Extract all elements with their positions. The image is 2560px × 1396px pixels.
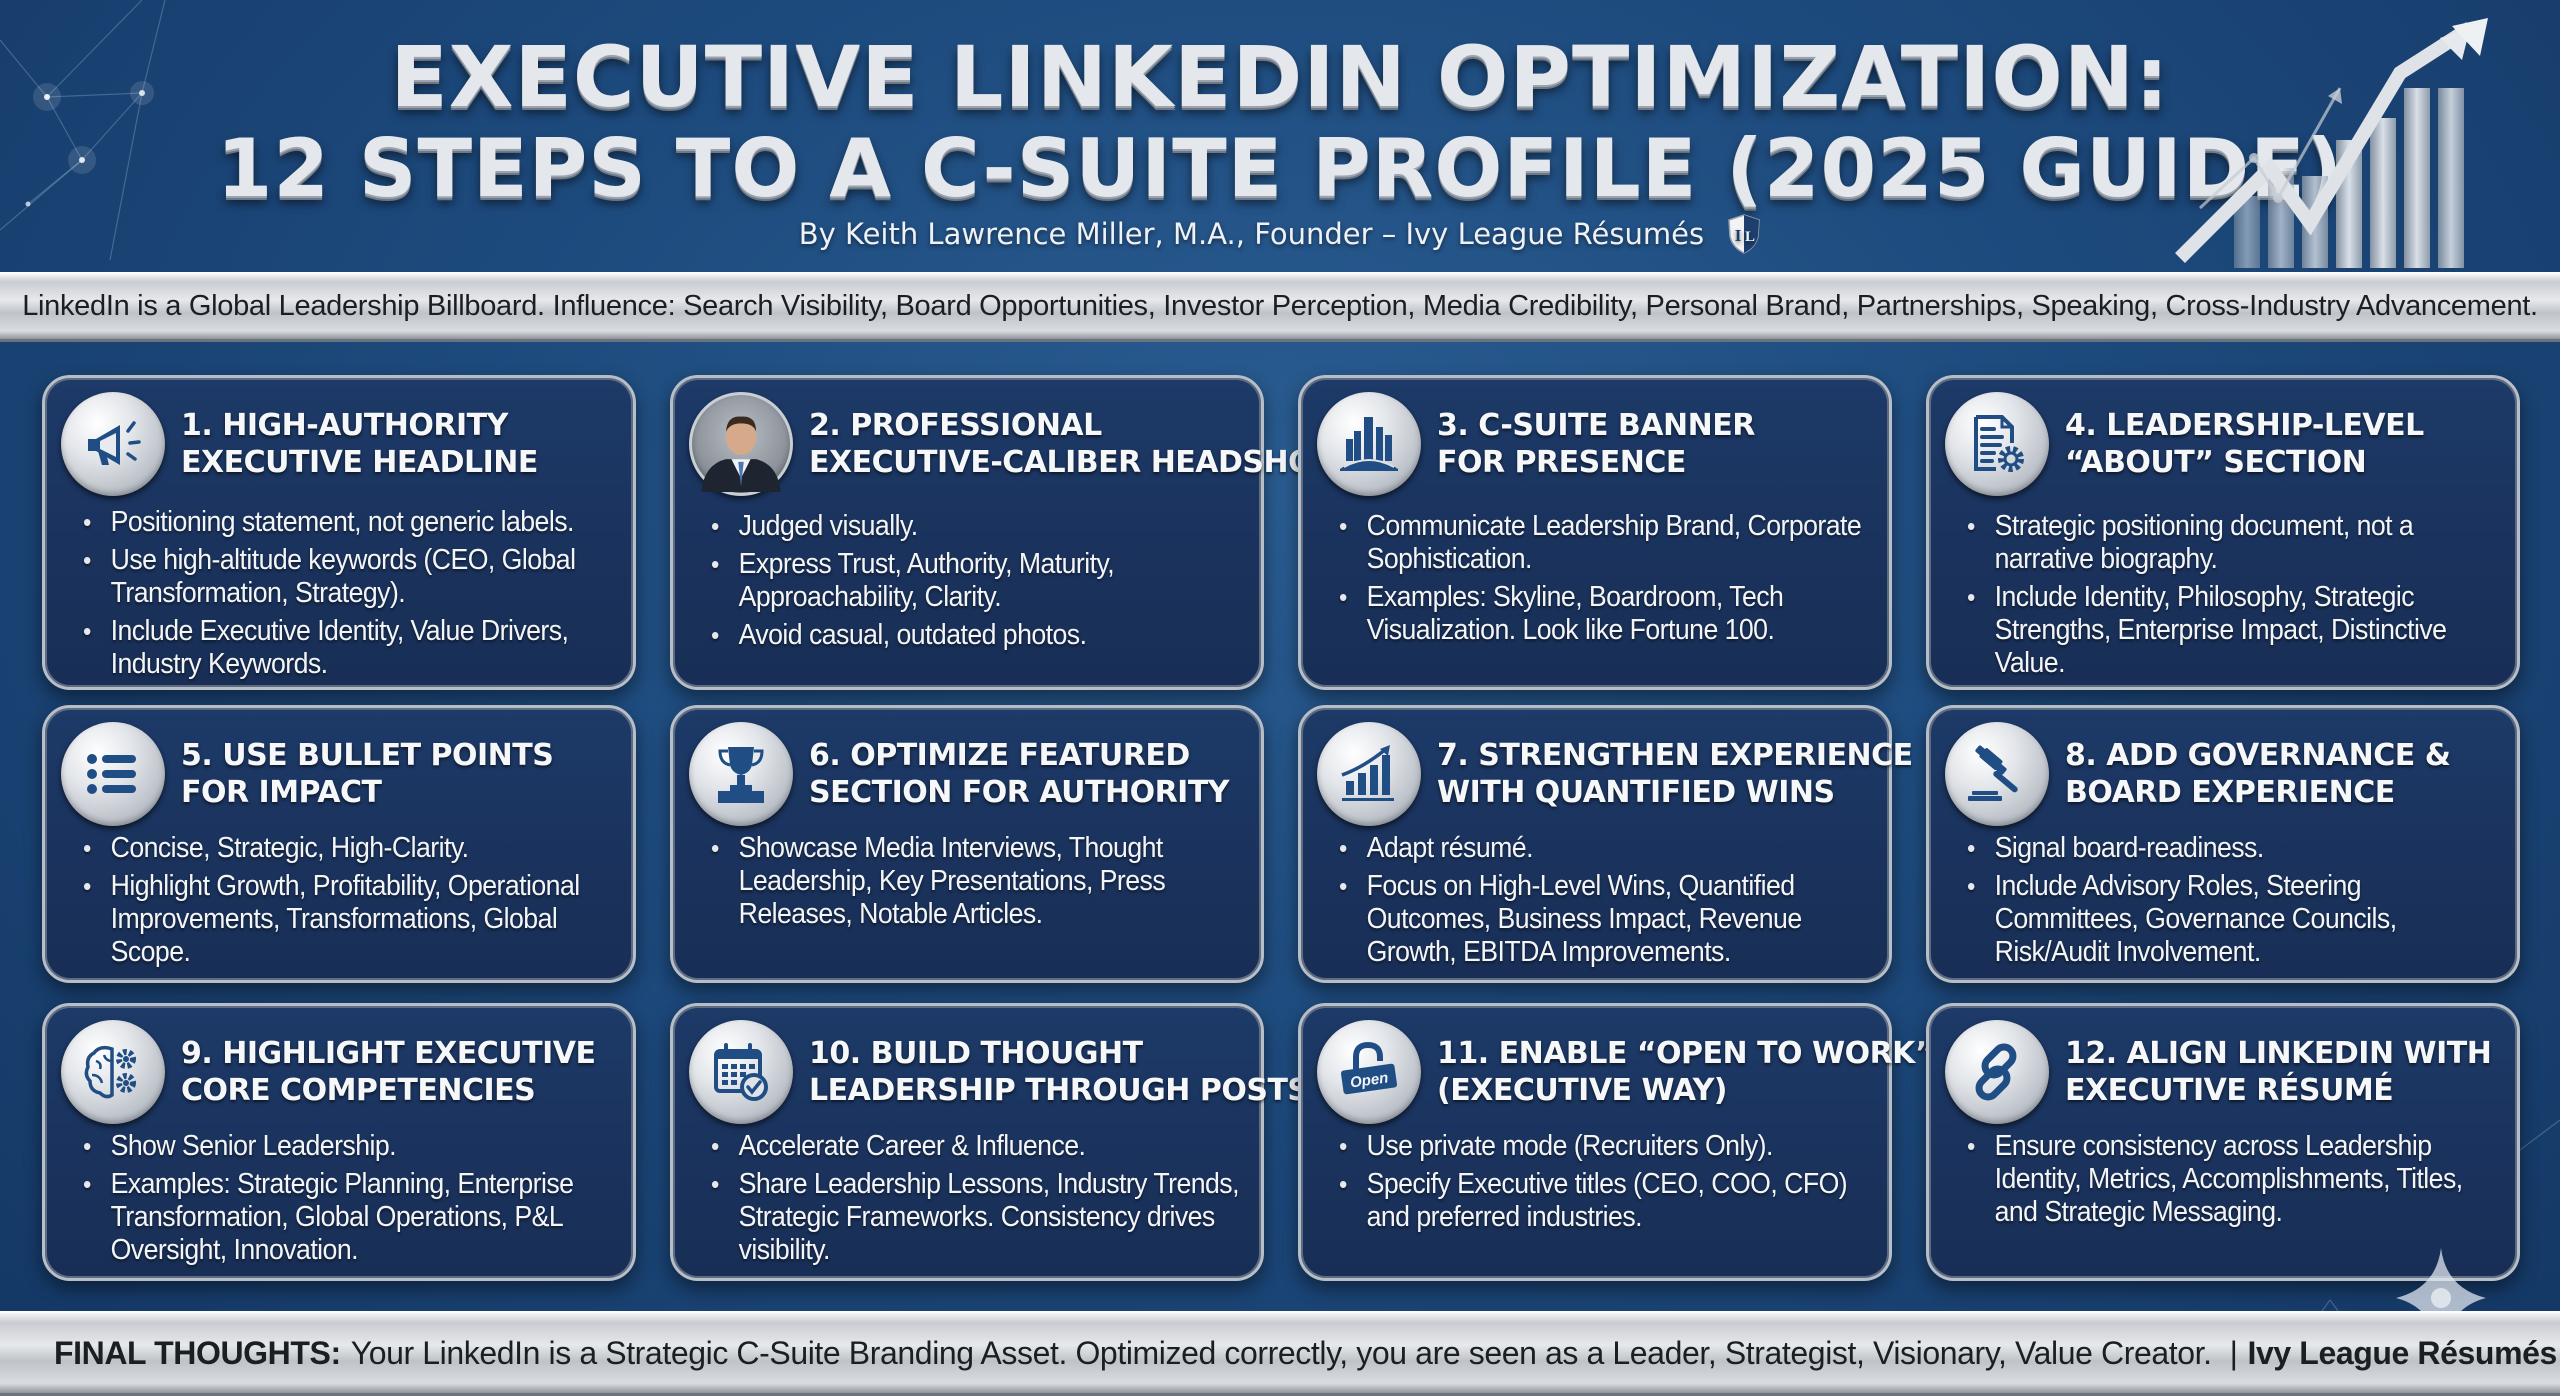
step-title: 12. ALIGN LINKEDIN WITH EXECUTIVE RÉSUMÉ	[2065, 1036, 2492, 1108]
step-card-12: 12. ALIGN LINKEDIN WITH EXECUTIVE RÉSUMÉ …	[1926, 1003, 2520, 1281]
bullet-item: Highlight Growth, Profitability, Operati…	[83, 870, 618, 969]
headshot-photo-icon	[689, 392, 793, 496]
step-card-11: Open 11. ENABLE “OPEN TO WORK” (EXECUTIVE…	[1298, 1003, 1935, 1281]
bullet-item: Avoid casual, outdated photos.	[711, 619, 1246, 652]
step-card-8: 8. ADD GOVERNANCE &BOARD EXPERIENCE Sign…	[1926, 705, 2520, 983]
bullet-item: Specify Executive titles (CEO, COO, CFO)…	[1339, 1168, 1874, 1234]
footer-separator: |	[2229, 1334, 2238, 1371]
bullet-item: Concise, Strategic, High-Clarity.	[83, 832, 618, 865]
bullet-item: Positioning statement, not generic label…	[83, 506, 618, 539]
svg-text:L: L	[1745, 229, 1755, 245]
gavel-icon	[1945, 722, 2049, 826]
footer-text: Your LinkedIn is a Strategic C-Suite Bra…	[350, 1334, 2212, 1371]
page-title-line-2: 12 STEPS TO A C-SUITE PROFILE (2025 GUID…	[216, 122, 2344, 215]
ivy-league-shield-icon: I L	[1728, 214, 1761, 254]
bullet-item: Focus on High-Level Wins, Quantified Out…	[1339, 870, 1874, 969]
city-skyline-icon	[1317, 392, 1421, 496]
step-title: 8. ADD GOVERNANCE & BOARD EXPERIENCE	[2065, 738, 2451, 810]
bullet-item: Express Trust, Authority, Maturity, Appr…	[711, 548, 1246, 614]
step-card-4: 4. LEADERSHIP-LEVEL“ABOUT” SECTION Strat…	[1926, 375, 2520, 690]
step-bullets: Strategic positioning document, not a na…	[1967, 510, 2505, 685]
trophy-icon	[689, 722, 793, 826]
bullet-item: Adapt résumé.	[1339, 832, 1874, 865]
bullet-item: Share Leadership Lessons, Industry Trend…	[711, 1168, 1246, 1267]
header: EXECUTIVE LINKEDIN OPTIMIZATION: 12 STEP…	[0, 0, 2560, 268]
step-bullets: Signal board-readiness. Include Advisory…	[1967, 832, 2505, 974]
growth-chart-icon	[1317, 722, 1421, 826]
intro-banner: LinkedIn is a Global Leadership Billboar…	[0, 272, 2560, 342]
step-bullets: Ensure consistency across Leadership Ide…	[1967, 1130, 2505, 1234]
bullet-list-icon	[61, 722, 165, 826]
byline: By Keith Lawrence Miller, M.A., Founder …	[0, 214, 2560, 254]
step-card-6: 6. OPTIMIZE FEATURED SECTION FOR AUTHORIT…	[670, 705, 1264, 983]
step-card-10: 10. BUILD THOUGHT LEADERSHIP THROUGH POST…	[670, 1003, 1309, 1281]
bullet-item: Ensure consistency across Leadership Ide…	[1967, 1130, 2502, 1229]
bullet-item: Examples: Skyline, Boardroom, Tech Visua…	[1339, 581, 1874, 647]
byline-text: By Keith Lawrence Miller, M.A., Founder …	[798, 217, 1705, 251]
bullet-item: Showcase Media Interviews, Thought Leade…	[711, 832, 1246, 931]
page-title-line-1: EXECUTIVE LINKEDIN OPTIMIZATION:	[390, 28, 2170, 126]
chain-link-icon	[1945, 1020, 2049, 1124]
bullet-item: Use private mode (Recruiters Only).	[1339, 1130, 1874, 1163]
step-title: 1. HIGH-AUTHORITY EXECUTIVE HEADLINE	[181, 408, 538, 480]
bullet-item: Include Executive Identity, Value Driver…	[83, 615, 618, 681]
footer-brand: Ivy League Résumés	[2247, 1334, 2558, 1371]
bullet-item: Examples: Strategic Planning, Enterprise…	[83, 1168, 618, 1267]
intro-banner-text: LinkedIn is a Global Leadership Billboar…	[22, 290, 2538, 322]
step-title: 11. ENABLE “OPEN TO WORK” (EXECUTIVE WAY)	[1437, 1036, 1935, 1108]
step-bullets: Show Senior Leadership. Examples: Strate…	[83, 1130, 621, 1272]
bullet-item: Communicate Leadership Brand, Corporate …	[1339, 510, 1874, 576]
svg-text:I: I	[1735, 226, 1742, 245]
step-title: 10. BUILD THOUGHT LEADERSHIP THROUGH POST…	[809, 1036, 1309, 1108]
step-bullets: Concise, Strategic, High-Clarity. Highli…	[83, 832, 621, 974]
bullet-item: Strategic positioning document, not a na…	[1967, 510, 2502, 576]
document-gear-icon	[1945, 392, 2049, 496]
step-bullets: Positioning statement, not generic label…	[83, 506, 621, 686]
step-bullets: Communicate Leadership Brand, Corporate …	[1339, 510, 1877, 652]
step-bullets: Accelerate Career & Influence. Share Lea…	[711, 1130, 1249, 1272]
brain-gears-icon	[61, 1020, 165, 1124]
step-bullets: Judged visually. Express Trust, Authorit…	[711, 510, 1249, 657]
step-card-2: 2. PROFESSIONAL EXECUTIVE-CALIBER HEADSHO…	[670, 375, 1334, 690]
step-title: 9. HIGHLIGHT EXECUTIVE CORE COMPETENCIES	[181, 1036, 596, 1108]
bullet-item: Show Senior Leadership.	[83, 1130, 618, 1163]
step-title: 3. C-SUITE BANNER FOR PRESENCE	[1437, 408, 1755, 480]
step-bullets: Adapt résumé. Focus on High-Level Wins, …	[1339, 832, 1877, 974]
step-bullets: Use private mode (Recruiters Only). Spec…	[1339, 1130, 1877, 1239]
step-title: 5. USE BULLET POINTS FOR IMPACT	[181, 738, 554, 810]
bullet-item: Include Identity, Philosophy, Strategic …	[1967, 581, 2502, 680]
calendar-check-icon	[689, 1020, 793, 1124]
sparkle-star-icon	[2396, 1248, 2486, 1358]
footer-label: FINAL THOUGHTS:	[54, 1334, 341, 1371]
open-padlock-icon: Open	[1317, 1020, 1421, 1124]
step-title: 2. PROFESSIONAL EXECUTIVE-CALIBER HEADSHO…	[809, 408, 1334, 480]
step-title: 7. STRENGTHEN EXPERIENCE WITH QUANTIFIED …	[1437, 738, 1913, 810]
step-bullets: Showcase Media Interviews, Thought Leade…	[711, 832, 1249, 936]
bullet-item: Judged visually.	[711, 510, 1246, 543]
growth-arrow-chart-icon	[2175, 18, 2488, 268]
step-title: 6. OPTIMIZE FEATURED SECTION FOR AUTHORIT…	[809, 738, 1230, 810]
svg-text:Open: Open	[1349, 1069, 1389, 1091]
megaphone-icon	[61, 392, 165, 496]
bullet-item: Signal board-readiness.	[1967, 832, 2502, 865]
bullet-item: Accelerate Career & Influence.	[711, 1130, 1246, 1163]
footer-banner: FINAL THOUGHTS: Your LinkedIn is a Strat…	[0, 1311, 2560, 1396]
bullet-item: Include Advisory Roles, Steering Committ…	[1967, 870, 2502, 969]
step-card-9: 9. HIGHLIGHT EXECUTIVE CORE COMPETENCIES …	[42, 1003, 636, 1281]
bullet-item: Use high-altitude keywords (CEO, Global …	[83, 544, 618, 610]
step-card-7: 7. STRENGTHEN EXPERIENCE WITH QUANTIFIED …	[1298, 705, 1913, 983]
step-title: 4. LEADERSHIP-LEVEL “ABOUT” SECTION	[2065, 408, 2424, 480]
